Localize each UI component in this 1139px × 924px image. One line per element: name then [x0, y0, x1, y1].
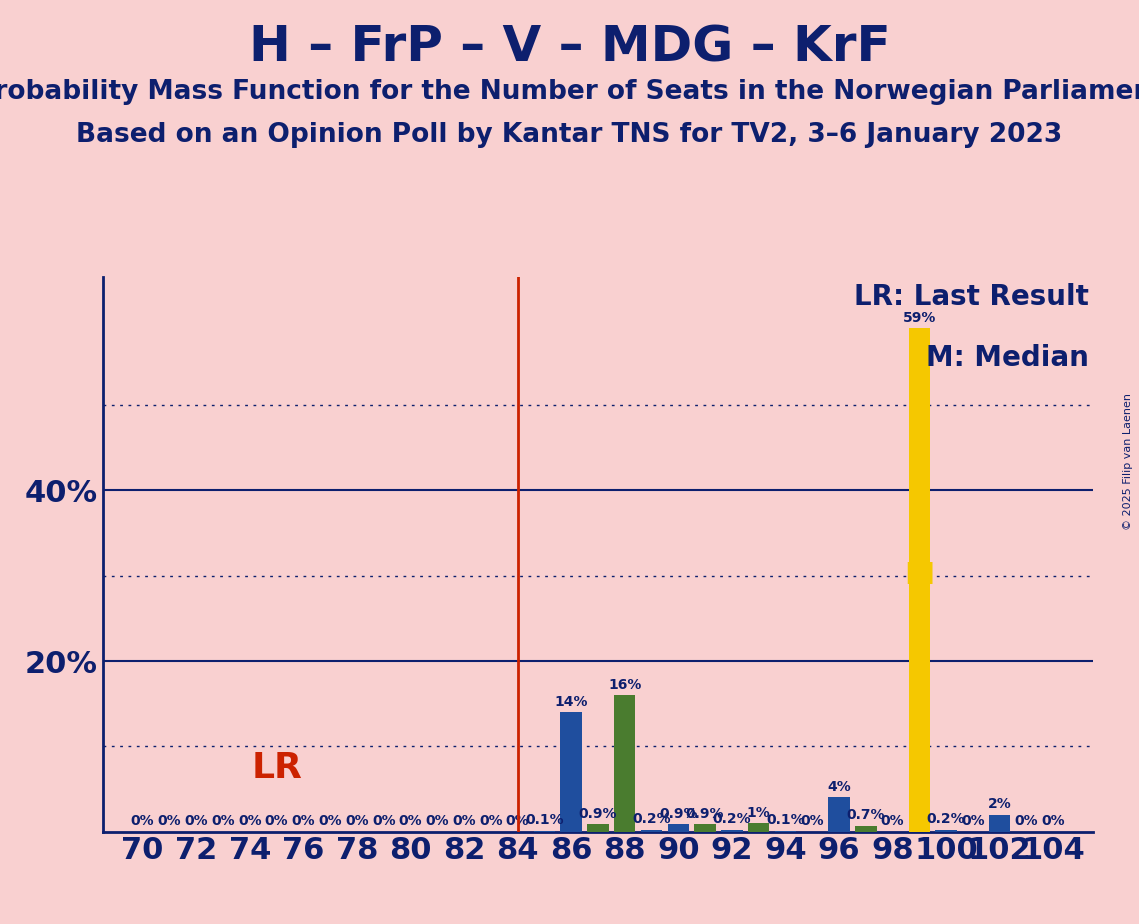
Text: 0.7%: 0.7% — [846, 808, 885, 822]
Text: 0%: 0% — [264, 814, 288, 828]
Bar — [641, 830, 662, 832]
Text: 0%: 0% — [801, 814, 823, 828]
Bar — [721, 830, 743, 832]
Text: 0%: 0% — [372, 814, 395, 828]
Text: LR: LR — [252, 751, 302, 784]
Text: 0%: 0% — [399, 814, 423, 828]
Text: © 2025 Filip van Laenen: © 2025 Filip van Laenen — [1123, 394, 1133, 530]
Text: 0.9%: 0.9% — [579, 807, 617, 821]
Bar — [560, 712, 582, 832]
Text: 0%: 0% — [880, 814, 904, 828]
Text: 0%: 0% — [238, 814, 262, 828]
Text: 0.9%: 0.9% — [686, 807, 724, 821]
Text: 0%: 0% — [211, 814, 235, 828]
Text: 0%: 0% — [1015, 814, 1039, 828]
Text: 0.1%: 0.1% — [525, 813, 564, 827]
Text: 0.2%: 0.2% — [632, 812, 671, 826]
Text: 0%: 0% — [318, 814, 342, 828]
Text: 0%: 0% — [426, 814, 449, 828]
Bar — [748, 823, 769, 832]
Text: 14%: 14% — [555, 695, 588, 709]
Text: 0%: 0% — [452, 814, 476, 828]
Text: 0.1%: 0.1% — [767, 813, 805, 827]
Bar — [695, 824, 715, 832]
Bar — [909, 328, 931, 832]
Text: Based on an Opinion Poll by Kantar TNS for TV2, 3–6 January 2023: Based on an Opinion Poll by Kantar TNS f… — [76, 122, 1063, 148]
Text: 2%: 2% — [988, 797, 1011, 811]
Text: 0%: 0% — [1041, 814, 1065, 828]
Text: 1%: 1% — [747, 806, 771, 820]
Text: 0%: 0% — [185, 814, 208, 828]
Bar — [667, 824, 689, 832]
Text: 0%: 0% — [292, 814, 316, 828]
Text: 59%: 59% — [903, 311, 936, 325]
Bar — [989, 815, 1010, 832]
Text: 0.2%: 0.2% — [927, 812, 966, 826]
Text: 0.9%: 0.9% — [659, 807, 697, 821]
Text: 16%: 16% — [608, 677, 641, 692]
Bar — [614, 695, 636, 832]
Text: 0%: 0% — [131, 814, 155, 828]
Bar — [828, 797, 850, 832]
Text: 0%: 0% — [157, 814, 181, 828]
Text: M: M — [904, 561, 934, 590]
Text: Probability Mass Function for the Number of Seats in the Norwegian Parliament: Probability Mass Function for the Number… — [0, 79, 1139, 104]
Text: 0%: 0% — [345, 814, 369, 828]
Text: 0%: 0% — [961, 814, 985, 828]
Text: H – FrP – V – MDG – KrF: H – FrP – V – MDG – KrF — [248, 23, 891, 71]
Bar — [855, 826, 877, 832]
Bar — [588, 824, 608, 832]
Text: M: Median: M: Median — [926, 344, 1089, 371]
Text: LR: Last Result: LR: Last Result — [853, 283, 1089, 310]
Bar — [935, 830, 957, 832]
Text: 0%: 0% — [480, 814, 502, 828]
Text: 4%: 4% — [827, 780, 851, 794]
Text: 0.2%: 0.2% — [713, 812, 752, 826]
Text: 0%: 0% — [506, 814, 530, 828]
